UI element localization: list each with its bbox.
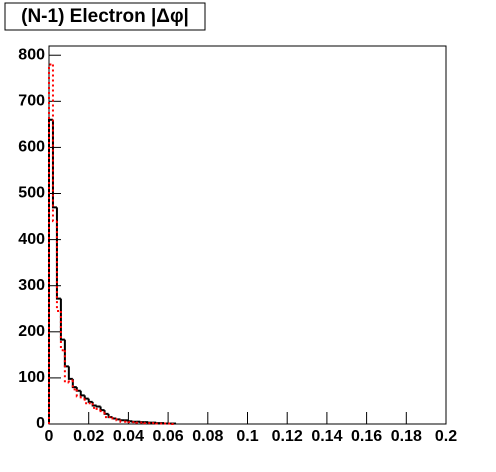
y-tick-label: 600: [18, 139, 45, 156]
y-tick-label: 700: [18, 93, 45, 110]
histogram-bin: [127, 420, 133, 423]
x-tick-label: 0: [45, 428, 54, 445]
histogram-bin: [103, 412, 109, 419]
y-tick-label: 800: [18, 46, 45, 63]
histogram-bin: [99, 406, 105, 412]
y-tick-label: 100: [18, 369, 45, 386]
y-tick-label: 0: [36, 415, 45, 432]
histogram-bin: [119, 419, 125, 422]
histogram-bin: [79, 390, 85, 397]
x-tick-label: 0.04: [113, 428, 144, 445]
histogram-bin: [67, 366, 73, 380]
x-tick-label: 0.14: [311, 428, 342, 445]
y-tick-label: 200: [18, 323, 45, 340]
chart-title: (N-1) Electron |Δφ|: [21, 6, 189, 27]
histogram-bin: [91, 403, 97, 409]
histogram-bin: [119, 420, 125, 423]
histogram-bin: [111, 417, 117, 420]
histogram-bin: [51, 119, 57, 209]
histogram-bin: [115, 418, 121, 422]
histogram-bin: [51, 64, 57, 223]
y-tick-label: 300: [18, 277, 45, 294]
histogram-bin: [79, 396, 85, 400]
histogram-bin: [83, 395, 89, 400]
histogram-bin: [87, 398, 93, 403]
histogram-bin: [91, 401, 97, 407]
histogram-bin: [95, 407, 101, 412]
x-tick-label: 0.1: [236, 428, 258, 445]
x-tick-label: 0.18: [391, 428, 422, 445]
x-tick-label: 0.16: [351, 428, 382, 445]
histogram-bin: [71, 380, 77, 391]
x-tick-label: 0.06: [153, 428, 184, 445]
plot-frame: [48, 45, 447, 425]
x-tick-label: 0.02: [73, 428, 104, 445]
histogram-bin: [63, 339, 69, 368]
x-tick-label: 0.08: [192, 428, 223, 445]
y-tick-label: 400: [18, 231, 45, 248]
histogram-bin: [59, 298, 65, 341]
title-box: [4, 2, 206, 31]
histogram-bin: [99, 410, 105, 414]
x-tick-label: 0.2: [435, 428, 457, 445]
histogram-bin: [67, 379, 73, 383]
histogram-bin: [83, 398, 89, 405]
histogram-bin: [95, 405, 101, 408]
histogram-bin: [63, 350, 69, 384]
y-tick-label: 500: [18, 185, 45, 202]
histogram-bin: [75, 389, 81, 398]
histogram-bin: [59, 311, 65, 352]
x-tick-label: 0.12: [272, 428, 303, 445]
